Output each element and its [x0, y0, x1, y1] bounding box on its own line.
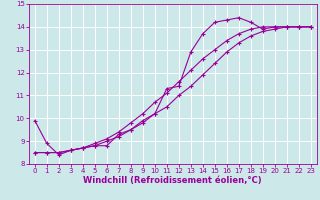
X-axis label: Windchill (Refroidissement éolien,°C): Windchill (Refroidissement éolien,°C)	[84, 176, 262, 185]
